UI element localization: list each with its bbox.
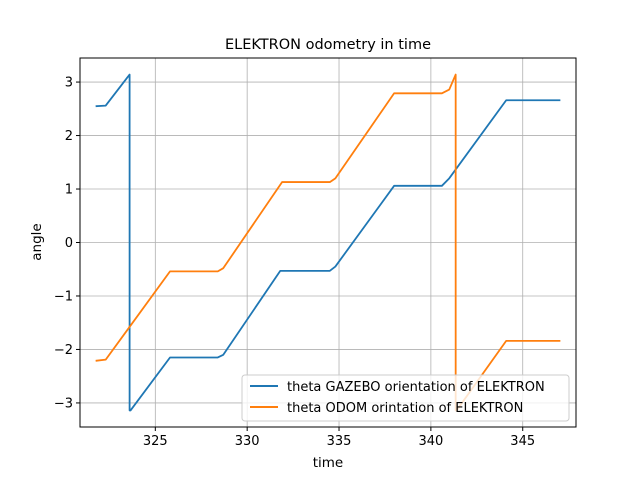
- grid: [80, 58, 576, 427]
- y-tick-label: 1: [65, 183, 73, 198]
- legend: theta GAZEBO orientation of ELEKTRON the…: [241, 374, 570, 422]
- y-tick-label: −2: [54, 343, 73, 358]
- y-tick-label: 2: [65, 129, 73, 144]
- x-tick-label: 345: [510, 434, 535, 449]
- x-tick-label: 335: [327, 434, 352, 449]
- axis-ticks: 325 330 335 340 345 −3 −2 −1 0 1 2 3: [54, 76, 535, 449]
- x-tick-label: 330: [235, 434, 260, 449]
- y-tick-label: −1: [54, 289, 73, 304]
- chart-title: ELEKTRON odometry in time: [225, 37, 431, 53]
- legend-box: [241, 374, 570, 422]
- x-tick-label: 340: [418, 434, 443, 449]
- legend-label-odom: theta ODOM orintation of ELEKTRON: [287, 401, 523, 416]
- y-axis-label: angle: [29, 223, 45, 260]
- y-tick-label: −3: [54, 396, 73, 411]
- y-tick-label: 0: [65, 236, 73, 251]
- legend-label-gazebo: theta GAZEBO orientation of ELEKTRON: [287, 380, 545, 395]
- x-axis-label: time: [313, 455, 344, 471]
- x-tick-label: 325: [143, 434, 168, 449]
- series-line-gazebo: [95, 73, 561, 412]
- y-tick-label: 3: [65, 76, 73, 91]
